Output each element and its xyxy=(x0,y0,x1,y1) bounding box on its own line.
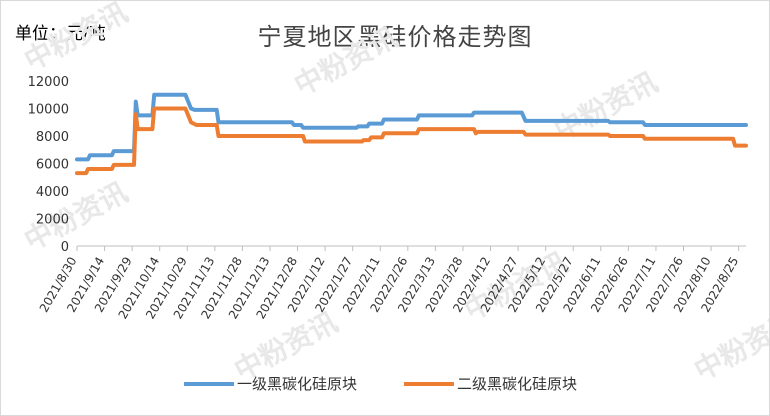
watermark-text: 中粉资讯 xyxy=(689,305,769,387)
series-layer xyxy=(75,92,748,176)
unit-label: 单位：元/吨 xyxy=(15,24,106,44)
x-axis: 2021/8/302021/9/142021/9/292021/10/14202… xyxy=(37,245,746,321)
chart-title: 宁夏地区黑硅价格走势图 xyxy=(257,23,533,51)
series-line-1 xyxy=(75,92,748,162)
y-tick-label: 10000 xyxy=(28,103,69,118)
watermark-text: 中粉资讯 xyxy=(289,20,403,102)
y-tick-label: 12000 xyxy=(28,75,69,90)
y-tick-label: 6000 xyxy=(36,158,69,173)
y-tick-label: 4000 xyxy=(36,185,69,200)
y-axis: 0 2000 4000 6000 8000 10000 12000 xyxy=(28,75,69,255)
watermark-text: 中粉资讯 xyxy=(19,1,133,77)
legend: 一级黑碳化硅原块 二级黑碳化硅原块 xyxy=(184,375,577,393)
series-line-2 xyxy=(75,106,748,176)
y-tick-label: 2000 xyxy=(36,213,69,228)
legend-label-2: 二级黑碳化硅原块 xyxy=(457,375,577,393)
y-tick-label: 8000 xyxy=(36,130,69,145)
legend-label-1: 一级黑碳化硅原块 xyxy=(237,375,357,393)
y-tick-label: 0 xyxy=(61,240,69,255)
